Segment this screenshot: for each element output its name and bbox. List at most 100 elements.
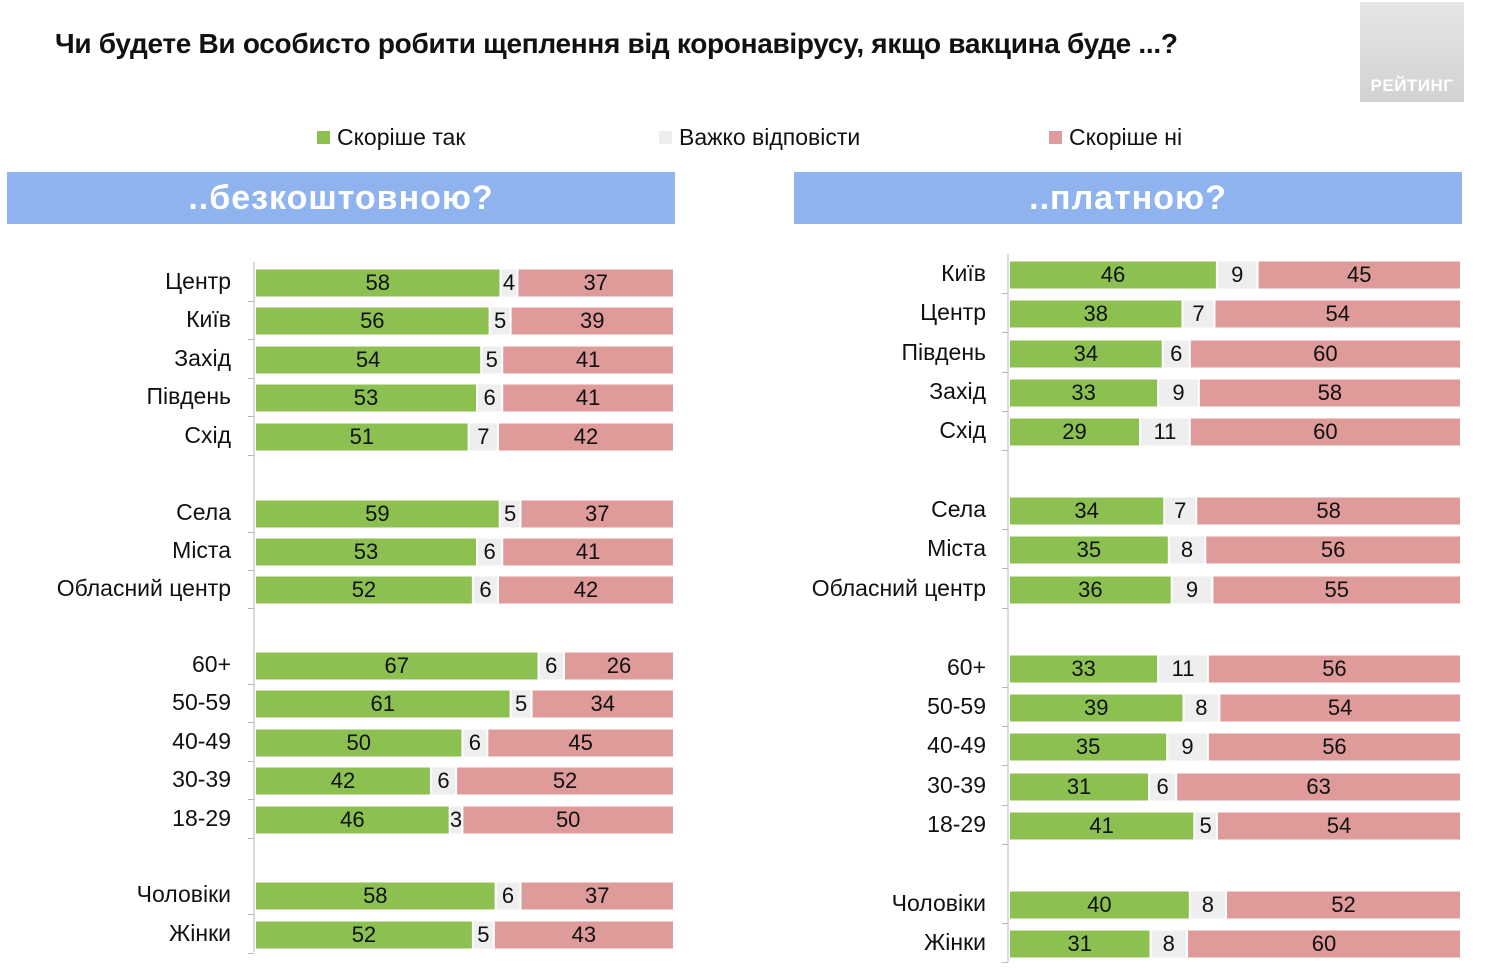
data-label-no: 63 xyxy=(1306,774,1330,799)
bar-yes xyxy=(256,423,468,451)
legend-swatch-hard xyxy=(659,131,672,144)
bar-yes xyxy=(1010,261,1216,289)
bar-yes xyxy=(1010,930,1150,958)
category-label: Центр xyxy=(165,268,231,294)
bar-yes xyxy=(1010,497,1164,525)
data-label-no: 43 xyxy=(572,922,596,947)
data-label-yes: 54 xyxy=(356,347,380,372)
data-label-no: 41 xyxy=(576,539,600,564)
data-label-no: 60 xyxy=(1312,931,1336,956)
category-label: Міста xyxy=(927,535,986,561)
bar-hard xyxy=(539,652,563,680)
category-label: Захід xyxy=(174,345,231,371)
data-label-hard: 9 xyxy=(1172,380,1184,405)
bar-no xyxy=(1220,694,1460,722)
data-label-yes: 36 xyxy=(1078,577,1102,602)
banner-free: ..безкоштовною? xyxy=(7,172,675,224)
chart-paid: Київ 46 9 45 Центр 38 7 54 Південь 34 6 60 Захід 33 9 5… xyxy=(812,254,1460,963)
data-label-hard: 11 xyxy=(1172,656,1195,681)
category-label: Жінки xyxy=(924,929,986,955)
bar-no xyxy=(457,767,673,795)
bar-hard xyxy=(1169,536,1205,564)
data-label-no: 37 xyxy=(583,270,607,295)
data-label-yes: 42 xyxy=(331,768,355,793)
bar-no xyxy=(503,346,673,374)
bar-hard xyxy=(1172,576,1212,604)
legend-label-yes: Скоріше так xyxy=(337,124,466,150)
bar-no xyxy=(499,576,673,604)
data-label-hard: 6 xyxy=(545,653,557,678)
bar-yes xyxy=(1010,733,1167,761)
data-label-hard: 8 xyxy=(1181,537,1193,562)
category-label: Обласний центр xyxy=(812,575,986,601)
data-label-hard: 5 xyxy=(486,347,498,372)
data-label-hard: 9 xyxy=(1181,734,1193,759)
bar-hard xyxy=(1151,930,1187,958)
data-label-hard: 6 xyxy=(479,577,491,602)
bar-hard xyxy=(1165,497,1196,525)
rating-logo: РЕЙТИНГ xyxy=(1360,2,1464,102)
data-label-no: 54 xyxy=(1328,695,1352,720)
bar-hard xyxy=(1184,694,1219,722)
data-label-yes: 58 xyxy=(363,883,387,908)
bar-hard xyxy=(1190,891,1225,919)
data-label-no: 60 xyxy=(1313,419,1337,444)
bar-yes xyxy=(1010,576,1171,604)
bar-no xyxy=(1199,379,1460,407)
category-label: 50-59 xyxy=(172,689,231,715)
legend-hard: Важко відповісти xyxy=(659,124,860,151)
bar-yes xyxy=(1010,655,1158,683)
bar-yes xyxy=(256,729,462,757)
legend-no: Скоріше ні xyxy=(1049,124,1182,151)
data-label-hard: 3 xyxy=(450,807,462,832)
bar-yes xyxy=(256,269,500,297)
data-label-no: 58 xyxy=(1316,498,1340,523)
bar-hard xyxy=(473,921,493,949)
category-label: Обласний центр xyxy=(57,575,231,601)
bar-yes xyxy=(1010,694,1183,722)
bar-no xyxy=(1215,300,1460,328)
bar-yes xyxy=(1010,379,1158,407)
data-label-no: 56 xyxy=(1322,734,1346,759)
category-label: 40-49 xyxy=(172,728,231,754)
data-label-no: 39 xyxy=(580,308,604,333)
bar-yes xyxy=(256,500,499,528)
data-label-yes: 50 xyxy=(346,730,370,755)
legend-yes: Скоріше так xyxy=(317,124,465,151)
bar-no xyxy=(494,921,673,949)
data-label-yes: 53 xyxy=(354,539,378,564)
bar-yes xyxy=(256,921,472,949)
bar-no xyxy=(1208,733,1460,761)
data-label-yes: 33 xyxy=(1071,656,1095,681)
data-label-hard: 6 xyxy=(484,385,496,410)
bar-no xyxy=(1190,418,1460,446)
data-label-yes: 38 xyxy=(1084,301,1108,326)
data-label-hard: 7 xyxy=(477,424,489,449)
bar-yes xyxy=(1010,812,1194,840)
data-label-no: 52 xyxy=(1331,892,1355,917)
legend-label-no: Скоріше ні xyxy=(1069,124,1183,150)
bar-no xyxy=(1226,891,1460,919)
category-label: Чоловіки xyxy=(892,890,986,916)
bar-yes xyxy=(1010,536,1168,564)
data-label-yes: 34 xyxy=(1074,341,1098,366)
data-label-yes: 53 xyxy=(354,385,378,410)
bar-no xyxy=(1258,261,1460,289)
bar-no xyxy=(1213,576,1460,604)
data-label-no: 52 xyxy=(553,768,577,793)
banner-paid-title: ..платною? xyxy=(1029,178,1227,217)
banner-paid: ..платною? xyxy=(794,172,1462,224)
data-label-no: 26 xyxy=(607,653,631,678)
data-label-hard: 6 xyxy=(469,730,481,755)
bar-no xyxy=(499,423,673,451)
logo-text: РЕЙТИНГ xyxy=(1370,76,1454,95)
bar-hard xyxy=(1159,655,1207,683)
data-label-hard: 5 xyxy=(477,922,489,947)
page-title: Чи будете Ви особисто робити щеплення ві… xyxy=(55,28,1178,59)
bar-hard xyxy=(496,882,520,910)
data-label-yes: 56 xyxy=(360,308,384,333)
bar-no xyxy=(503,384,673,412)
data-label-no: 54 xyxy=(1325,301,1349,326)
category-label: 60+ xyxy=(947,654,986,680)
data-label-yes: 40 xyxy=(1087,892,1111,917)
